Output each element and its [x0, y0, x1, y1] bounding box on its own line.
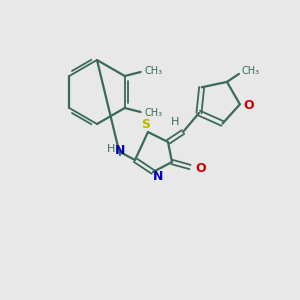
Text: S: S [142, 118, 151, 130]
Text: O: O [243, 99, 254, 112]
Text: CH₃: CH₃ [242, 66, 260, 76]
Text: N: N [115, 145, 125, 158]
Text: CH₃: CH₃ [145, 108, 163, 118]
Text: O: O [195, 161, 206, 175]
Text: CH₃: CH₃ [145, 66, 163, 76]
Text: H: H [107, 144, 115, 154]
Text: N: N [153, 170, 163, 184]
Text: H: H [171, 117, 179, 127]
